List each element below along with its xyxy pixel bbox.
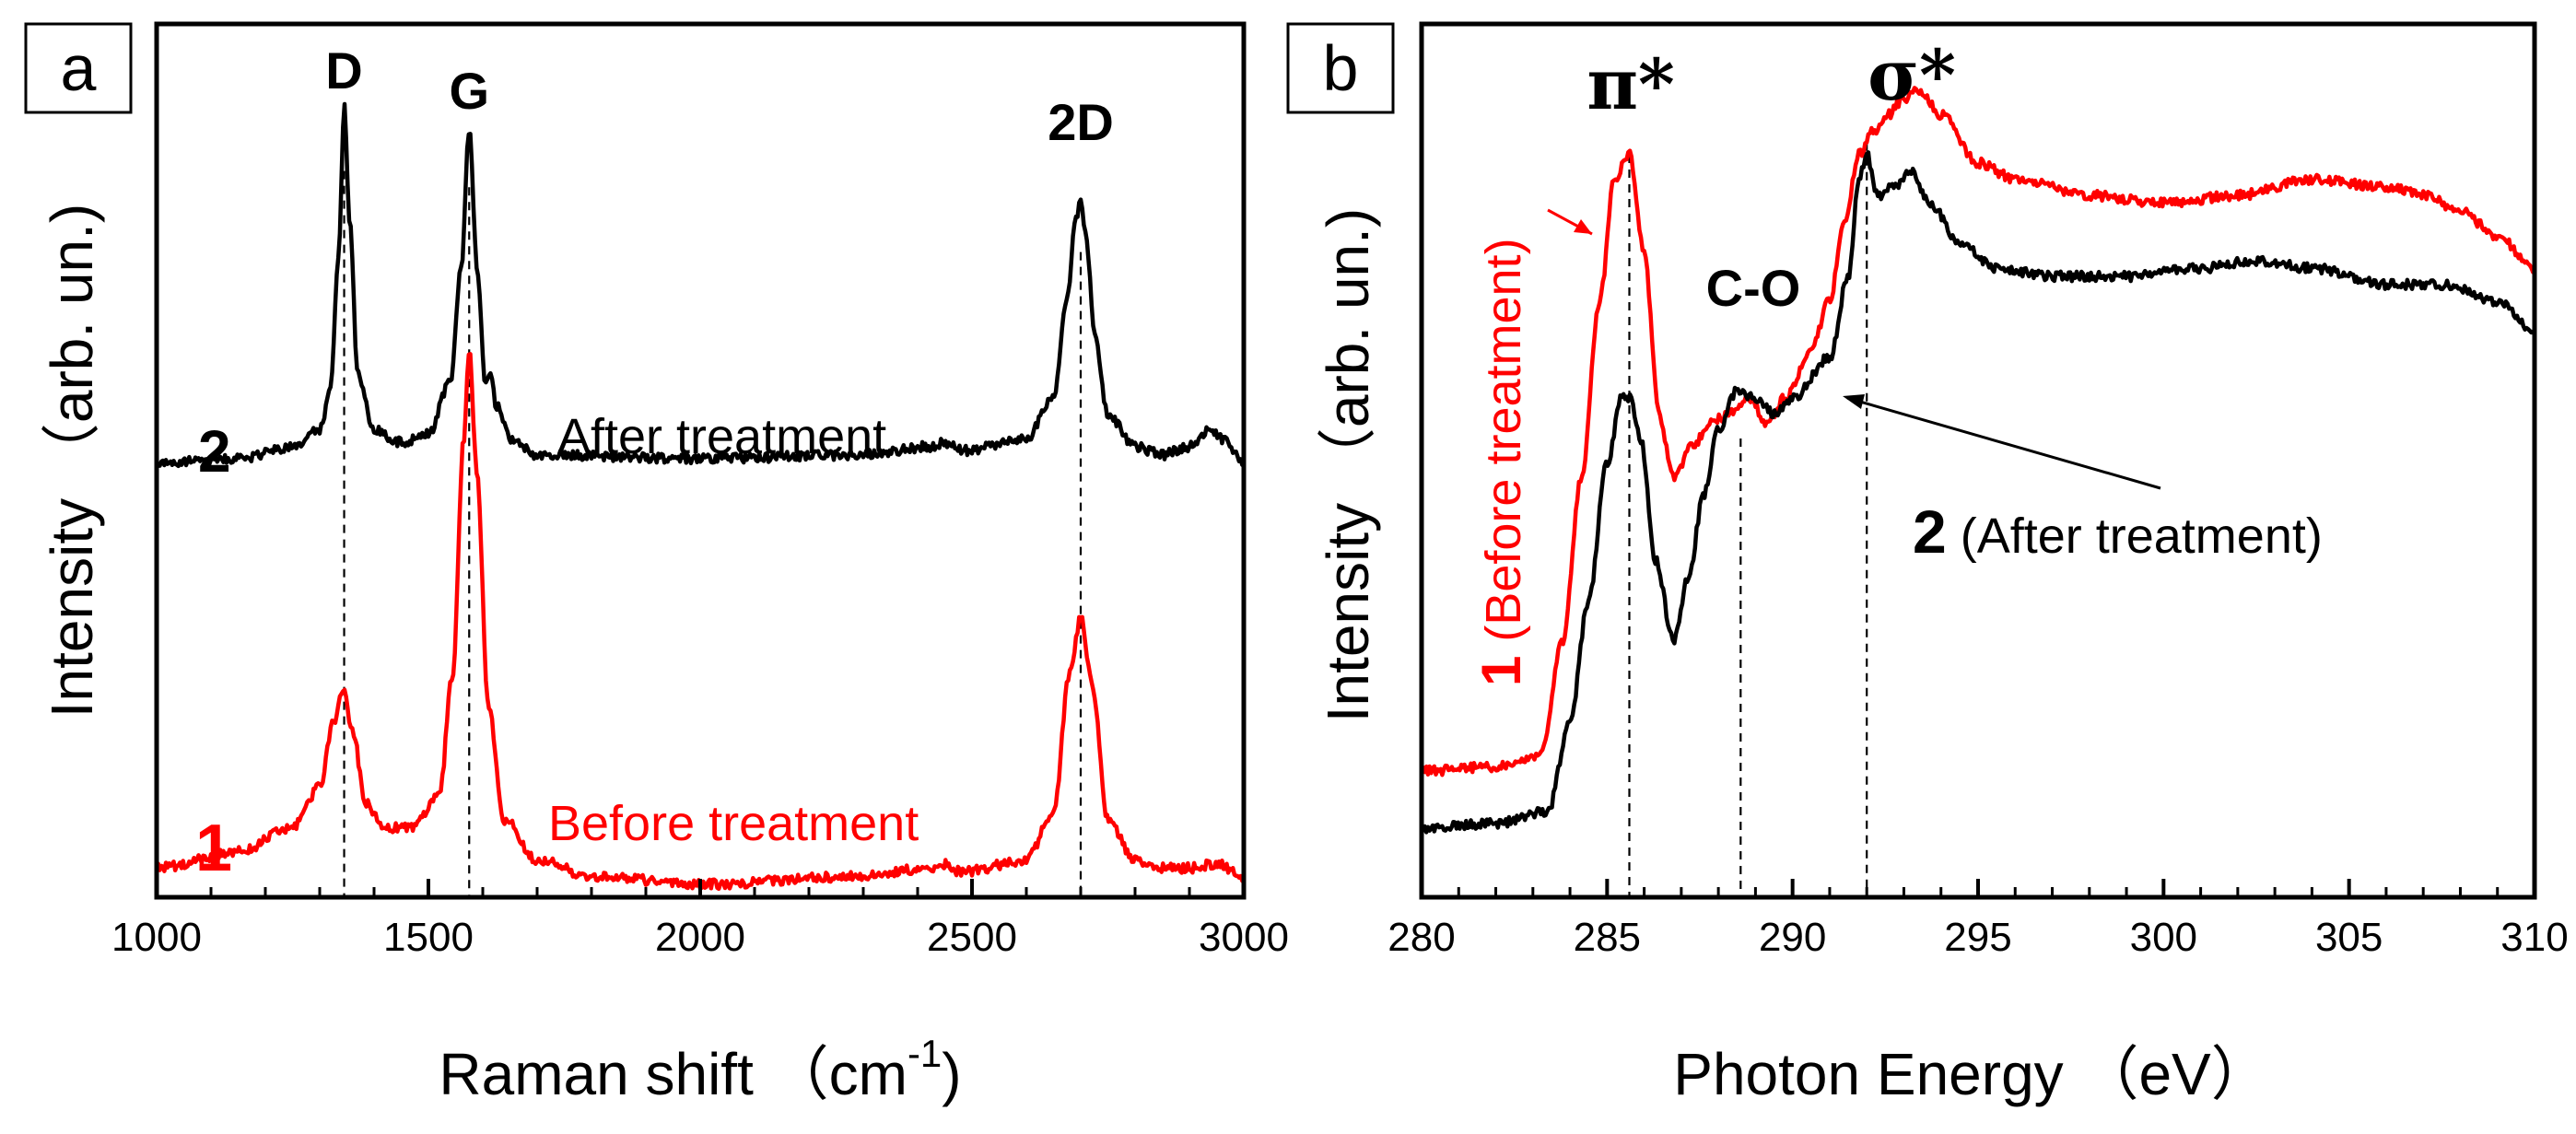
- after-annotation-text: (After treatment): [1947, 509, 2323, 564]
- x-tick-label: 280: [1388, 915, 1455, 960]
- after-annotation-number: 2: [1913, 497, 1947, 566]
- panel-a-y-title-unit: （arb. un.): [39, 204, 105, 482]
- x-tick-label: 310: [2500, 915, 2568, 960]
- x-tick-label: 285: [1574, 915, 1641, 960]
- x-tick-label: 2000: [655, 915, 745, 960]
- before-treatment-annotation: 1 (Before treatment): [1470, 238, 1532, 686]
- panel-b-x-axis-title: Photon Energy （eV）: [1673, 1041, 2269, 1107]
- panel-a: 1000 1500 2000 2500 3000 a D G 2D 2 After tr…: [24, 21, 1289, 1107]
- curve-label-before: 1: [195, 812, 232, 885]
- x-tick-label: 290: [1759, 915, 1826, 960]
- x-tick-label: 295: [1944, 915, 2011, 960]
- before-annotation-number: 1: [1470, 656, 1532, 686]
- peak-label-g: G: [450, 62, 490, 120]
- panel-a-label-box: [24, 22, 133, 114]
- panel-b-peak-markers: [1628, 142, 1868, 897]
- series-line-after-treatment: [1420, 150, 2537, 835]
- series-line-after-treatment: [156, 101, 1246, 469]
- x-tick-label: 2500: [927, 915, 1017, 960]
- panel-a-peak-markers: [343, 170, 1083, 897]
- x-tick-label: 300: [2130, 915, 2197, 960]
- x-tick-label: 1500: [383, 915, 474, 960]
- panel-a-x-title-sup: -1: [907, 1032, 942, 1075]
- x-tick-label: 3000: [1199, 915, 1289, 960]
- after-treatment-annotation: 2 (After treatment): [1913, 497, 2323, 566]
- panel-b-y-title-main: Intensity: [1315, 503, 1381, 722]
- x-tick-label: 1000: [111, 915, 202, 960]
- panel-a-x-title-main: Raman shift （cm: [439, 1041, 907, 1107]
- series-line-before-treatment: [1421, 86, 2537, 777]
- panel-b-label: b: [1323, 32, 1359, 104]
- before-arrow-head-icon: [1574, 219, 1592, 234]
- peak-label-2d: 2D: [1048, 93, 1114, 151]
- panel-a-label: a: [61, 32, 97, 104]
- after-treatment-label: After treatment: [557, 409, 886, 464]
- before-treatment-label: Before treatment: [548, 796, 919, 851]
- panel-b-curves: [1420, 86, 2537, 835]
- panel-b-y-title-unit: （arb. un.): [1315, 208, 1381, 486]
- panel-a-x-title-end: ): [942, 1041, 961, 1107]
- panel-b-y-axis-title: Intensity （arb. un.): [1315, 208, 1381, 722]
- c-o-label: C-O: [1706, 259, 1801, 317]
- before-annotation-text: (Before treatment): [1476, 238, 1531, 655]
- panel-a-y-axis-title: Intensity （arb. un.): [39, 204, 105, 718]
- pi-star-label: π*: [1587, 43, 1674, 125]
- curve-label-after: 2: [198, 418, 231, 485]
- after-arrow-head-icon: [1843, 394, 1865, 409]
- panel-a-x-ticks: 1000 1500 2000 2500 3000: [111, 879, 1289, 960]
- panel-a-y-title-main: Intensity: [39, 498, 105, 718]
- peak-label-d: D: [325, 41, 362, 99]
- sigma-star-label: σ*: [1868, 34, 1956, 116]
- panel-b-label-box: [1286, 22, 1395, 114]
- panel-a-x-axis-title: Raman shift （cm-1): [439, 1032, 961, 1107]
- panel-b: 280 285 290 295 300 305 310 b π* σ* C-O 1 (Bef…: [1286, 21, 2569, 1107]
- after-arrow-line: [1846, 396, 2161, 490]
- x-tick-label: 305: [2315, 915, 2383, 960]
- panel-b-x-ticks: 280 285 290 295 300 305 310: [1388, 879, 2569, 960]
